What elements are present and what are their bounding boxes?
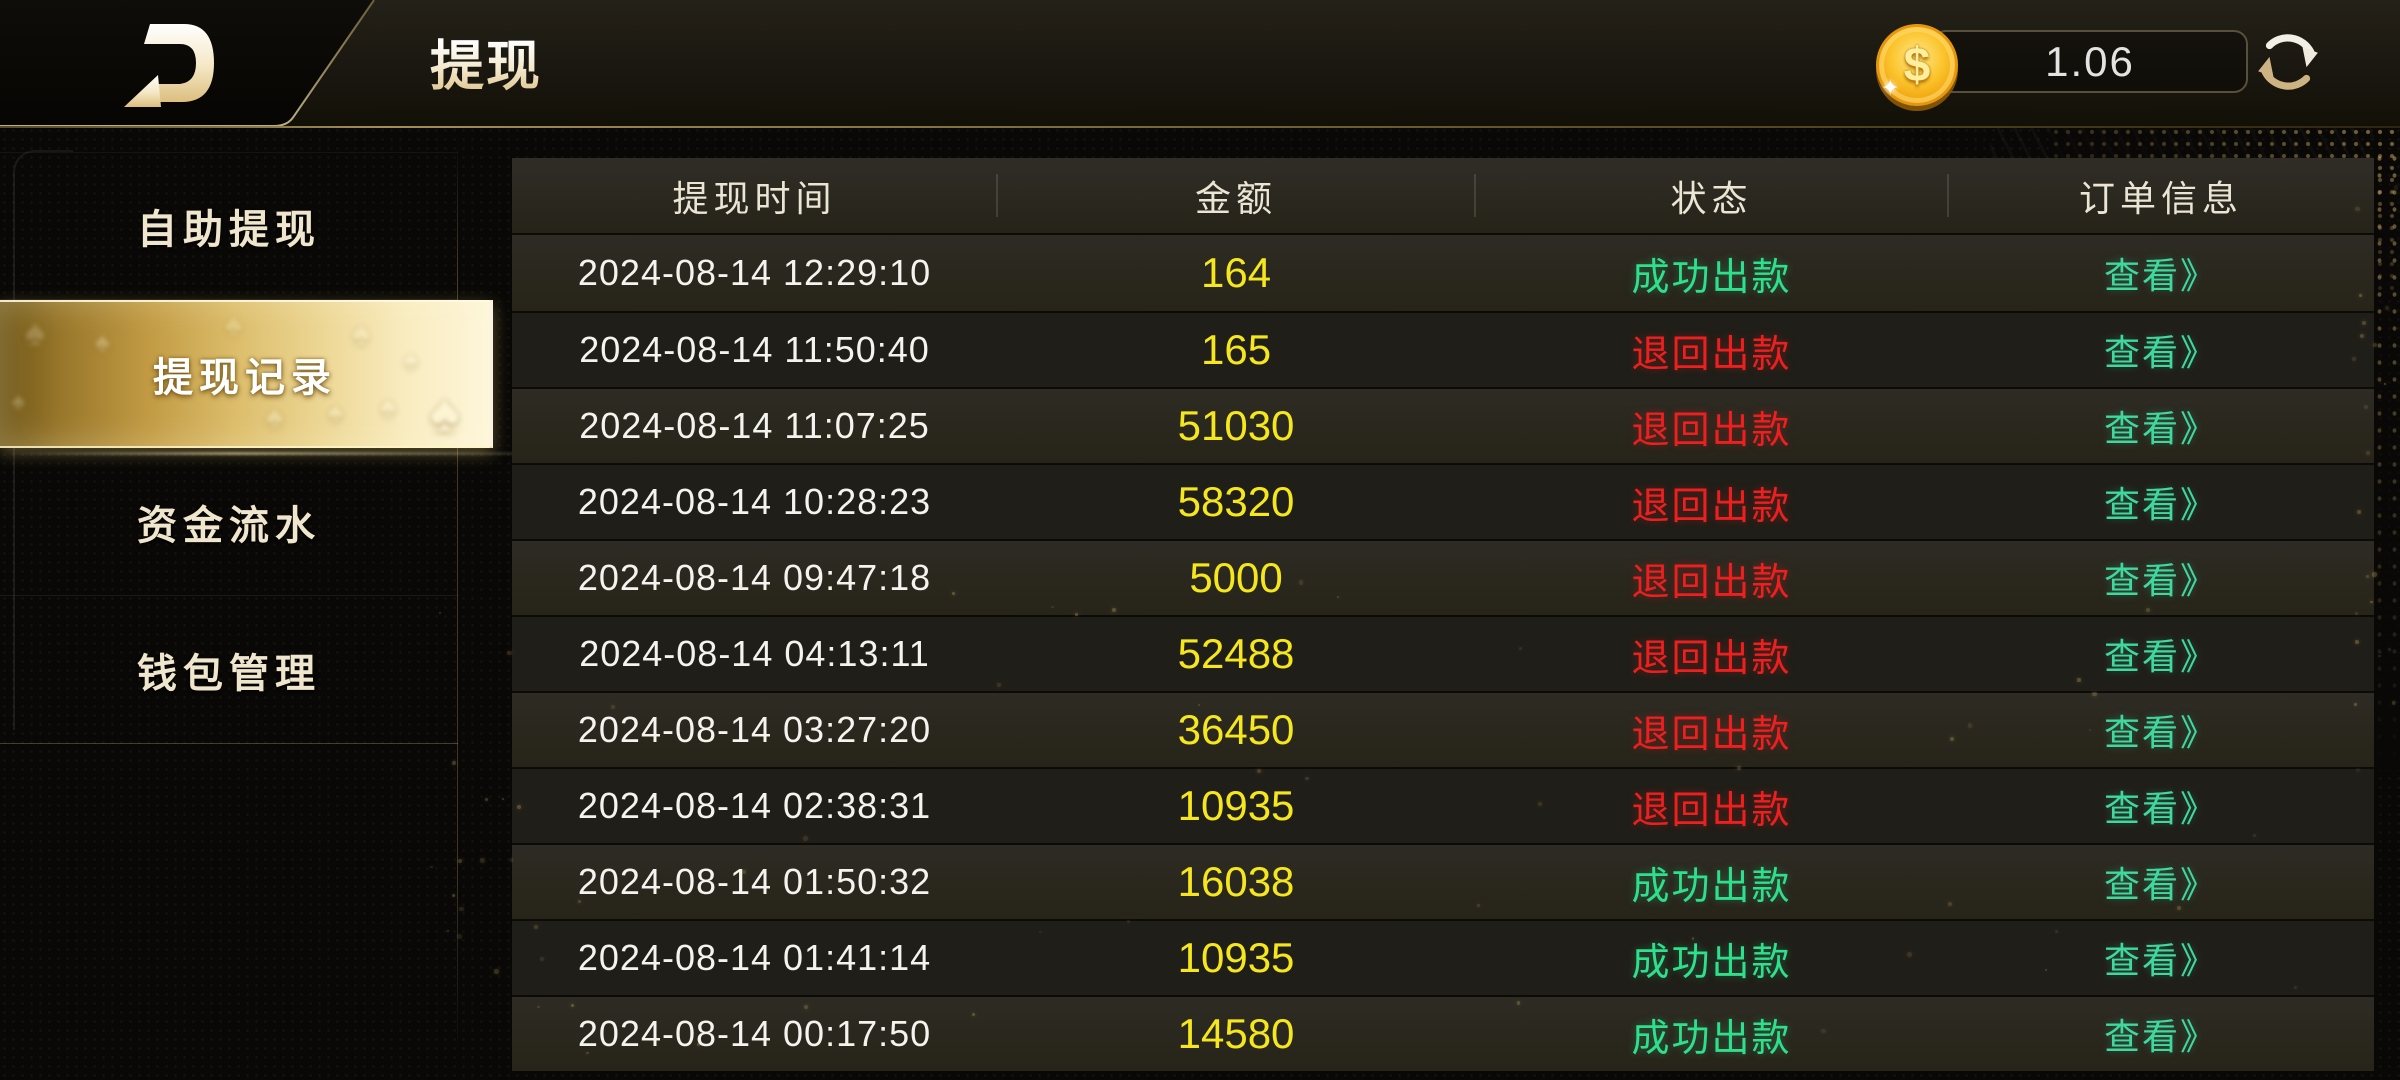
table-row: 2024-08-14 12:29:10 164 成功出款 查看》 (512, 235, 2374, 311)
row-amount: 164 (1200, 249, 1272, 296)
sidebar-right-border (457, 140, 458, 1060)
row-time: 2024-08-14 09:47:18 (577, 557, 932, 598)
view-link[interactable]: 查看》 (2103, 484, 2218, 525)
row-amount: 52488 (1177, 630, 1295, 677)
row-time: 2024-08-14 03:27:20 (577, 709, 932, 750)
row-amount: 16038 (1177, 858, 1295, 905)
app-logo-icon (118, 22, 230, 112)
spade-icon: ♠ (404, 344, 424, 374)
row-amount: 58320 (1177, 478, 1295, 525)
row-amount: 10935 (1177, 782, 1295, 829)
table-row: 2024-08-14 03:27:20 36450 退回出款 查看》 (512, 691, 2374, 767)
row-amount: 14580 (1177, 1010, 1295, 1057)
row-time: 2024-08-14 11:07:25 (579, 405, 930, 446)
row-time: 2024-08-14 10:28:23 (577, 481, 932, 522)
view-link[interactable]: 查看》 (2103, 788, 2218, 829)
sidebar-item-label: 自助提现 (137, 208, 321, 252)
row-amount: 51030 (1177, 402, 1295, 449)
table-body: 2024-08-14 12:29:10 164 成功出款 查看》 2024-08… (512, 235, 2374, 1071)
sparkle-icon: ✦ (1881, 75, 1900, 100)
row-time: 2024-08-14 01:41:14 (577, 937, 932, 978)
table-row: 2024-08-14 00:17:50 14580 成功出款 查看》 (512, 995, 2374, 1071)
view-link[interactable]: 查看》 (2103, 1016, 2218, 1057)
sidebar-item-self-withdraw[interactable]: 自助提现 (0, 152, 458, 300)
view-link[interactable]: 查看》 (2103, 712, 2218, 753)
row-status: 退回出款 (1631, 409, 1792, 452)
row-status: 成功出款 (1631, 1017, 1792, 1060)
table-row: 2024-08-14 11:07:25 51030 退回出款 查看》 (512, 387, 2374, 463)
view-link[interactable]: 查看》 (2103, 636, 2218, 677)
balance-pill: 1.06 (1932, 30, 2248, 93)
table-header: 提现时间 金额 状态 订单信息 (512, 158, 2374, 235)
row-time: 2024-08-14 11:50:40 (579, 329, 930, 370)
table-row: 2024-08-14 01:41:14 10935 成功出款 查看》 (512, 919, 2374, 995)
view-link[interactable]: 查看》 (2103, 560, 2218, 601)
sidebar-item-funds-flow[interactable]: 资金流水 (0, 448, 458, 596)
spade-icon: ♠ (225, 306, 248, 342)
view-link[interactable]: 查看》 (2103, 332, 2218, 373)
row-status: 成功出款 (1631, 941, 1792, 984)
spade-icon: ♠ (266, 398, 289, 434)
spade-icon: ♠ (430, 380, 466, 443)
table-row: 2024-08-14 10:28:23 58320 退回出款 查看》 (512, 463, 2374, 539)
table-row: 2024-08-14 04:13:11 52488 退回出款 查看》 (512, 615, 2374, 691)
row-time: 2024-08-14 00:17:50 (577, 1013, 932, 1054)
row-status: 退回出款 (1631, 789, 1792, 832)
sidebar: 自助提现 提现记录 ♠ ♠ ♠ ♠ ♠ ♠ ♠ ♠ ♠ ♠ 资金流水 钱包管理 (0, 128, 493, 1080)
table-row: 2024-08-14 02:38:31 10935 退回出款 查看》 (512, 767, 2374, 843)
row-status: 成功出款 (1631, 256, 1792, 299)
dollar-glyph: $ (1903, 38, 1931, 92)
view-link[interactable]: 查看》 (2103, 408, 2218, 449)
row-status: 退回出款 (1631, 485, 1792, 528)
coin-icon: $ ✦ (1876, 24, 1958, 106)
header-time: 提现时间 (512, 158, 999, 233)
sidebar-item-label: 资金流水 (137, 503, 321, 548)
dots-edge-decoration (2372, 150, 2400, 770)
row-status: 退回出款 (1631, 561, 1792, 604)
spade-icon: ♠ (352, 314, 377, 352)
topbar-gold-line (0, 126, 2400, 128)
logo-plate (0, 0, 375, 127)
sidebar-item-wallet-manage[interactable]: 钱包管理 (0, 596, 458, 744)
refresh-button[interactable] (2252, 26, 2324, 98)
view-link[interactable]: 查看》 (2103, 255, 2218, 296)
view-link[interactable]: 查看》 (2103, 864, 2218, 905)
spade-icon: ♠ (12, 388, 31, 415)
view-link[interactable]: 查看》 (2103, 940, 2218, 981)
balance-value: 1.06 (2045, 37, 2135, 85)
spade-icon: ♠ (25, 312, 52, 354)
header-amount: 金额 (997, 158, 1476, 233)
row-status: 退回出款 (1631, 333, 1792, 376)
row-time: 2024-08-14 12:29:10 (577, 252, 932, 293)
row-time: 2024-08-14 04:13:11 (579, 633, 930, 674)
row-status: 退回出款 (1631, 713, 1792, 756)
spade-icon: ♠ (380, 390, 402, 423)
sidebar-item-withdraw-records[interactable]: 提现记录 ♠ ♠ ♠ ♠ ♠ ♠ ♠ ♠ ♠ ♠ (0, 300, 493, 448)
topbar: 提现 1.06 $ ✦ (0, 0, 2400, 128)
table-row: 2024-08-14 11:50:40 165 退回出款 查看》 (512, 311, 2374, 387)
refresh-icon (2258, 34, 2318, 90)
sidebar-item-label: 提现记录 (153, 356, 337, 400)
row-time: 2024-08-14 02:38:31 (577, 785, 932, 826)
table-row: 2024-08-14 01:50:32 16038 成功出款 查看》 (512, 843, 2374, 919)
row-amount: 10935 (1177, 934, 1295, 981)
page-title: 提现 (430, 21, 542, 100)
spade-icon: ♠ (95, 326, 116, 357)
row-status: 成功出款 (1631, 865, 1792, 908)
header-status: 状态 (1475, 158, 1949, 233)
table-row: 2024-08-14 09:47:18 5000 退回出款 查看》 (512, 539, 2374, 615)
row-amount: 5000 (1189, 554, 1283, 601)
row-amount: 36450 (1177, 706, 1295, 753)
row-status: 退回出款 (1631, 637, 1792, 680)
balance-display: 1.06 $ ✦ (1860, 0, 2340, 128)
records-table: 提现时间 金额 状态 订单信息 2024-08-14 12:29:10 164 … (512, 158, 2374, 1071)
row-time: 2024-08-14 01:50:32 (577, 861, 932, 902)
header-info: 订单信息 (2078, 177, 2243, 219)
row-amount: 165 (1200, 326, 1272, 373)
sidebar-item-label: 钱包管理 (137, 651, 321, 696)
